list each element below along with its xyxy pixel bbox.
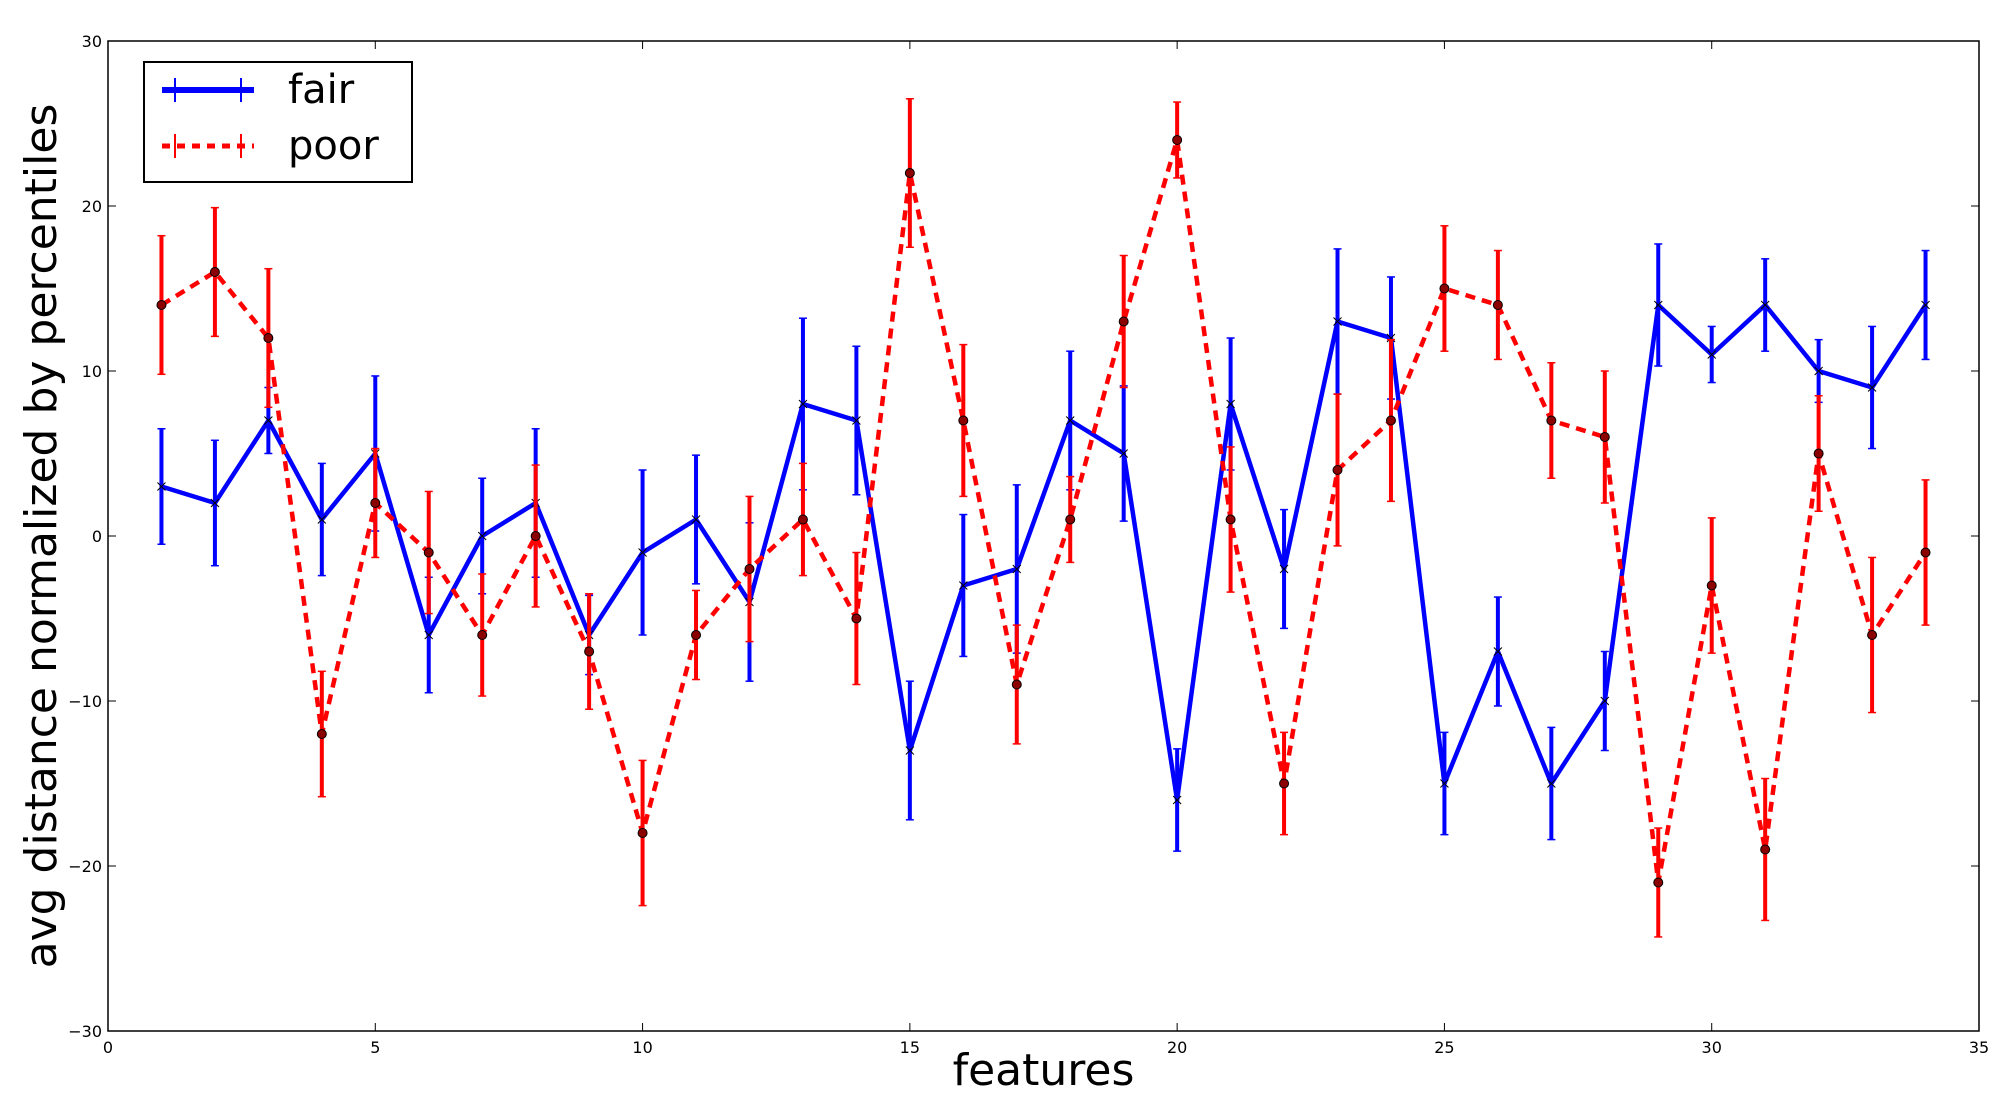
legend-entry-poor: poor (162, 123, 379, 169)
x-tick-label: 30 (1702, 1038, 1722, 1057)
x-tick-label: 10 (632, 1038, 652, 1057)
data-point-fair (1333, 317, 1342, 326)
data-point-poor (1599, 432, 1610, 442)
data-point-fair (1707, 350, 1717, 359)
data-point-poor (1065, 514, 1076, 525)
data-point-fair (852, 416, 861, 425)
data-point-fair (958, 581, 968, 590)
data-point-fair (264, 416, 273, 425)
data-point-fair (1279, 564, 1289, 574)
data-point-poor (1760, 844, 1771, 855)
x-tick-label: 0 (103, 1038, 113, 1057)
data-point-fair (691, 515, 701, 524)
data-point-poor (477, 630, 488, 640)
series-line-poor (160, 137, 1928, 885)
data-point-fair (157, 482, 166, 491)
data-point-fair (1921, 300, 1930, 310)
y-tick-label: −10 (68, 692, 102, 711)
y-tick-label: 20 (82, 197, 102, 216)
y-tick-label: 10 (82, 362, 102, 381)
data-point-poor (1332, 465, 1343, 475)
data-point-fair (1226, 399, 1235, 409)
x-tick-label: 25 (1434, 1038, 1454, 1057)
data-point-poor (904, 168, 915, 178)
data-point-fair (1440, 779, 1449, 788)
data-point-poor (797, 514, 808, 525)
data-point-fair (1386, 333, 1396, 343)
data-point-poor (1385, 415, 1396, 426)
data-point-fair (1546, 779, 1556, 788)
data-point-poor (1011, 679, 1022, 690)
series-line-fair (160, 302, 1928, 803)
data-point-poor (1546, 415, 1557, 426)
y-tick-label: −30 (68, 1022, 102, 1041)
data-point-poor (1706, 580, 1717, 591)
data-point-poor (691, 630, 702, 640)
y-tick-label: −20 (68, 857, 102, 876)
data-point-poor (1118, 316, 1129, 327)
data-point-fair (317, 515, 327, 524)
legend: fair poor (143, 61, 413, 183)
data-point-poor (744, 564, 755, 574)
data-point-poor (958, 415, 969, 426)
legend-box (143, 61, 413, 183)
plot-area (156, 98, 1931, 938)
data-point-poor (637, 828, 648, 838)
data-point-poor (1172, 135, 1183, 145)
data-point-poor (156, 300, 167, 310)
data-point-poor (1813, 448, 1824, 459)
data-point-fair (1814, 366, 1823, 376)
x-tick-label: 5 (370, 1038, 380, 1057)
data-point-poor (1920, 547, 1931, 558)
y-tick-label: 0 (92, 527, 102, 546)
data-point-fair (1760, 300, 1770, 310)
data-point-poor (1225, 514, 1236, 525)
data-point-poor (1439, 283, 1450, 294)
data-point-fair (1600, 696, 1610, 706)
data-point-poor (530, 531, 541, 541)
data-point-poor (1867, 630, 1878, 640)
data-point-poor (1279, 778, 1290, 789)
data-point-poor (209, 267, 220, 277)
axes: 0 5 10 15 20 25 30 35 −30 −20 −10 0 10 20 30 (68, 32, 1989, 1057)
data-point-fair (1493, 647, 1503, 656)
data-point-fair (638, 548, 647, 557)
y-axis-title: avg distance normalized by percentiles (16, 104, 67, 969)
data-point-fair (1172, 795, 1182, 805)
x-axis-title: features (953, 1045, 1135, 1096)
legend-poor-label: poor (288, 123, 379, 169)
data-point-poor (423, 547, 434, 558)
data-point-fair (477, 531, 487, 541)
data-point-poor (851, 613, 862, 624)
data-point-fair (1119, 449, 1129, 458)
data-point-poor (1653, 877, 1664, 888)
data-point-poor (1492, 300, 1503, 310)
data-point-fair (1653, 300, 1663, 310)
data-point-fair (1065, 416, 1075, 425)
data-point-fair (905, 746, 915, 755)
data-point-fair (1867, 383, 1877, 392)
data-point-fair (424, 630, 434, 640)
y-tick-label: 30 (82, 32, 102, 51)
legend-fair-label: fair (288, 67, 355, 113)
data-point-poor (263, 333, 274, 343)
x-tick-label: 20 (1167, 1038, 1187, 1057)
data-point-fair (1012, 564, 1022, 574)
x-tick-label: 35 (1969, 1038, 1989, 1057)
data-point-poor (584, 646, 595, 657)
data-point-fair (210, 498, 220, 508)
x-tick-label: 15 (900, 1038, 920, 1057)
legend-entry-fair: fair (162, 67, 355, 113)
data-point-fair (798, 399, 808, 409)
data-point-poor (316, 729, 327, 739)
data-point-poor (370, 498, 381, 508)
